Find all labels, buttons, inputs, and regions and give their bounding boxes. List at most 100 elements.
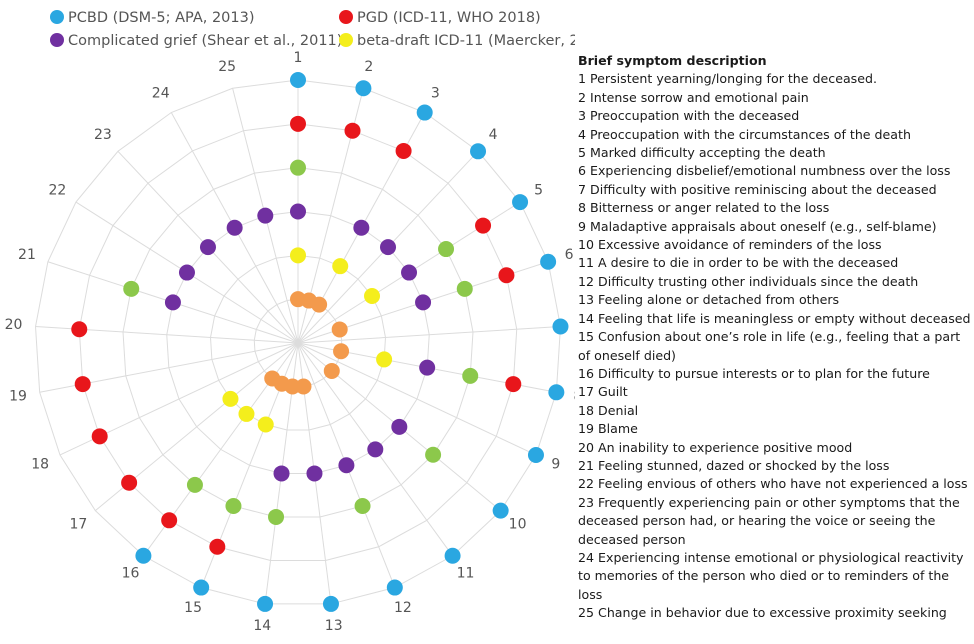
spoke xyxy=(297,325,561,344)
data-point xyxy=(395,142,412,159)
category-label: 16 xyxy=(122,566,140,582)
data-point xyxy=(354,498,371,515)
description-item: 11 A desire to die in order to be with t… xyxy=(578,255,899,271)
data-point xyxy=(344,122,361,139)
description-item: 21 Feeling stunned, dazed or shocked by … xyxy=(578,457,890,473)
category-label: 22 xyxy=(48,182,66,198)
description-item: 16 Difficulty to pursue interests or to … xyxy=(578,365,930,381)
data-point xyxy=(164,294,181,311)
category-label: 24 xyxy=(152,85,170,101)
description-item: 20 An inability to experience positive m… xyxy=(578,439,853,455)
data-point xyxy=(415,294,432,311)
data-point xyxy=(123,280,140,297)
grid-ring xyxy=(35,79,561,605)
category-label: 13 xyxy=(325,618,343,634)
data-point xyxy=(540,253,557,270)
data-point xyxy=(386,579,403,596)
data-point xyxy=(290,72,306,88)
category-label: 17 xyxy=(69,517,87,533)
data-point xyxy=(364,288,381,305)
data-point xyxy=(238,405,255,422)
description-item: 7 Difficulty with positive reminiscing a… xyxy=(578,181,937,197)
category-label: 21 xyxy=(18,247,36,263)
data-point xyxy=(121,474,138,491)
data-point xyxy=(331,321,348,338)
description-item: 19 Blame xyxy=(578,421,638,437)
description-item: 14 Feeling that life is meaningless or e… xyxy=(578,310,971,326)
data-point xyxy=(186,476,203,493)
description-item: 18 Denial xyxy=(578,402,639,418)
category-label: 6 xyxy=(565,247,574,263)
description-item: 3 Preoccupation with the deceased xyxy=(578,108,800,124)
data-point xyxy=(290,115,306,132)
data-point xyxy=(512,194,529,211)
description-item: 22 Feeling envious of others who have no… xyxy=(578,476,968,492)
category-label: 8 xyxy=(573,388,575,404)
data-point xyxy=(311,296,328,313)
data-point xyxy=(548,384,565,401)
category-label: 1 xyxy=(294,50,303,66)
description-item: 12 Difficulty trusting other individuals… xyxy=(578,273,919,289)
category-label: 11 xyxy=(457,566,475,582)
data-point xyxy=(492,502,509,519)
data-point xyxy=(323,362,340,379)
description-list: 1 Persistent yearning/longing for the de… xyxy=(578,70,972,622)
description-item: 1 Persistent yearning/longing for the de… xyxy=(578,71,877,87)
data-point xyxy=(306,465,323,482)
description-item: 4 Preoccupation with the circumstances o… xyxy=(578,126,911,142)
description-item: 9 Maladaptive appraisals about oneself (… xyxy=(578,218,937,234)
data-point xyxy=(178,264,195,281)
data-point xyxy=(199,239,216,256)
legend-marker xyxy=(339,33,353,47)
legend-label: PGD (ICD-11, WHO 2018) xyxy=(357,10,541,26)
data-point xyxy=(338,457,355,474)
grid-ring xyxy=(78,123,518,561)
data-point xyxy=(226,219,243,236)
category-label: 19 xyxy=(9,388,27,404)
legend-label: beta-draft ICD-11 (Maercker, 2013) xyxy=(357,33,575,49)
category-label: 4 xyxy=(489,127,498,143)
data-point xyxy=(367,441,384,458)
data-point xyxy=(380,239,397,256)
description-item: 5 Marked difficulty accepting the death xyxy=(578,145,826,161)
data-point xyxy=(222,390,239,407)
category-label: 20 xyxy=(5,317,23,333)
description-item: 25 Change in behavior due to excessive p… xyxy=(578,605,947,621)
data-point xyxy=(71,321,88,338)
data-point xyxy=(268,508,285,525)
description-item: 8 Bitterness or anger related to the los… xyxy=(578,200,830,216)
description-item: 15 Confusion about one’s role in life (e… xyxy=(578,329,961,363)
data-point xyxy=(161,512,178,529)
chart: 1234567891011121314151617181920212223242… xyxy=(5,10,575,634)
category-label: 15 xyxy=(184,600,202,616)
spoke xyxy=(297,342,537,456)
description: Brief symptom description 1 Persistent y… xyxy=(578,52,972,623)
description-item: 13 Feeling alone or detached from others xyxy=(578,292,840,308)
data-point xyxy=(475,217,492,234)
category-label: 23 xyxy=(94,127,112,143)
description-item: 2 Intense sorrow and emotional pain xyxy=(578,89,809,105)
data-point xyxy=(355,80,372,97)
category-label: 3 xyxy=(431,85,440,101)
data-point xyxy=(438,241,455,258)
description-item: 6 Experiencing disbelief/emotional numbn… xyxy=(578,163,951,179)
data-point xyxy=(332,258,349,275)
category-label: 25 xyxy=(218,59,236,75)
data-point xyxy=(91,428,108,445)
data-point xyxy=(135,547,152,564)
data-point xyxy=(425,446,442,463)
description-item: 17 Guilt xyxy=(578,384,628,400)
data-point xyxy=(391,418,408,435)
data-point xyxy=(401,264,418,281)
legend-marker xyxy=(50,10,64,24)
description-item: 24 Experiencing intense emotional or phy… xyxy=(578,549,964,602)
data-point xyxy=(290,247,306,264)
data-point xyxy=(209,538,226,555)
legend-marker xyxy=(339,10,353,24)
legend-label: PCBD (DSM-5; APA, 2013) xyxy=(68,10,255,26)
data-point xyxy=(257,207,274,224)
data-point xyxy=(290,203,306,220)
legend-label: Complicated grief (Shear et al., 2011) xyxy=(68,33,342,49)
category-label: 5 xyxy=(534,182,543,198)
category-label: 12 xyxy=(394,600,412,616)
